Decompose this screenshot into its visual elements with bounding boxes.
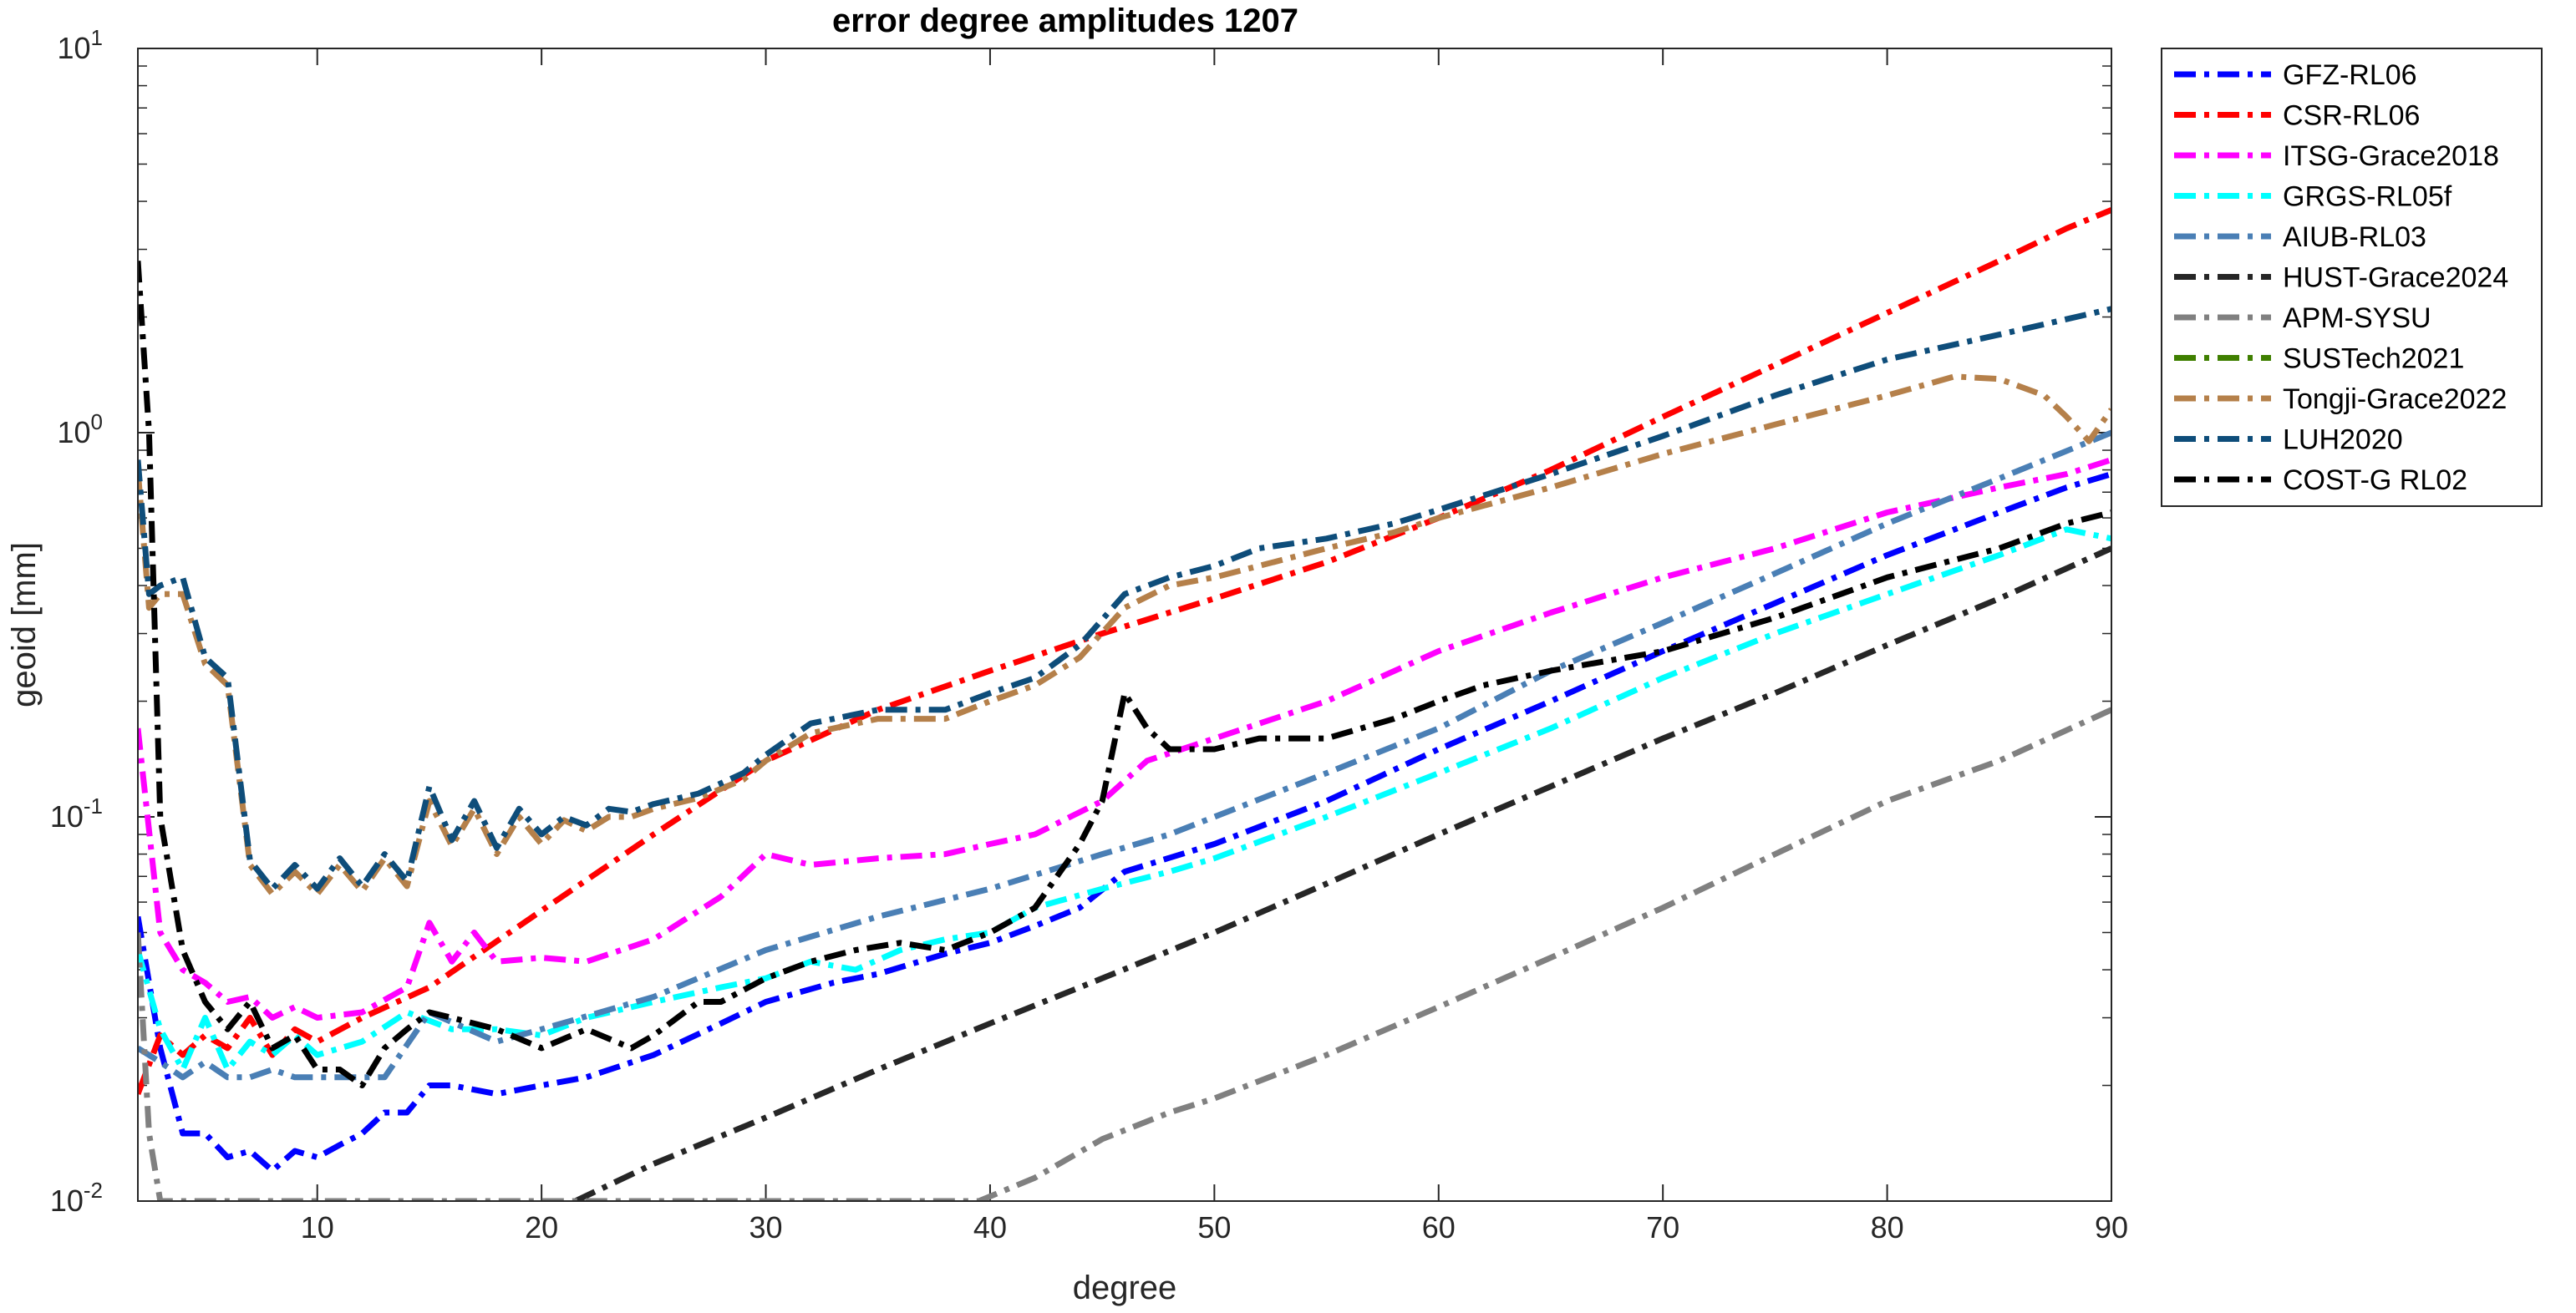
legend-label: GRGS-RL05f [2283, 181, 2452, 213]
chart-title: error degree amplitudes 1207 [832, 3, 1298, 39]
series-line-10 [138, 261, 2111, 1088]
legend-label: CSR-RL06 [2283, 100, 2420, 132]
y-tick-labels: 10-2 10-1 100 101 [50, 25, 103, 1218]
series-line-6 [138, 707, 2111, 1201]
series-line-2 [138, 457, 2111, 1021]
y-axis-label: geoid [mm] [6, 542, 43, 707]
series-line-1 [138, 207, 2111, 1096]
x-tick-label: 30 [749, 1210, 783, 1245]
legend-label: SUSTech2021 [2283, 343, 2464, 375]
legend: GFZ-RL06 CSR-RL06 ITSG-Grace2018 GRGS-RL05f… [2161, 48, 2543, 507]
legend-label: LUH2020 [2283, 424, 2403, 456]
series-line-0 [138, 471, 2111, 1174]
legend-label: GFZ-RL06 [2283, 59, 2417, 91]
legend-label: APM-SYSU [2283, 302, 2431, 334]
series-layer [138, 207, 2111, 1201]
series-line-8 [138, 373, 2111, 897]
x-tick-label: 20 [525, 1210, 558, 1245]
legend-label: HUST-Grace2024 [2283, 262, 2508, 294]
series-line-9 [138, 306, 2111, 892]
legend-label: ITSG-Grace2018 [2283, 140, 2499, 172]
x-tick-label: 50 [1197, 1210, 1231, 1245]
legend-label: COST-G RL02 [2283, 464, 2467, 496]
x-tick-labels: 10 20 30 40 50 60 70 80 90 [301, 1210, 2128, 1245]
plot-frame [137, 48, 2112, 1202]
y-tick-label: 100 [57, 409, 103, 449]
x-tick-label: 40 [973, 1210, 1007, 1245]
x-tick-label: 80 [1871, 1210, 1904, 1245]
x-tick-label: 70 [1646, 1210, 1679, 1245]
x-tick-label: 90 [2095, 1210, 2128, 1245]
series-line-4 [138, 429, 2111, 1081]
y-tick-label: 10-2 [50, 1178, 103, 1218]
x-tick-label: 60 [1422, 1210, 1456, 1245]
y-tick-label: 101 [57, 25, 103, 65]
series-line-5 [573, 545, 2111, 1201]
legend-label: Tongji-Grace2022 [2283, 383, 2507, 415]
x-tick-label: 10 [301, 1210, 334, 1245]
legend-label: AIUB-RL03 [2283, 221, 2426, 253]
x-axis-label: degree [1073, 1270, 1177, 1306]
y-tick-label: 10-1 [50, 793, 103, 834]
